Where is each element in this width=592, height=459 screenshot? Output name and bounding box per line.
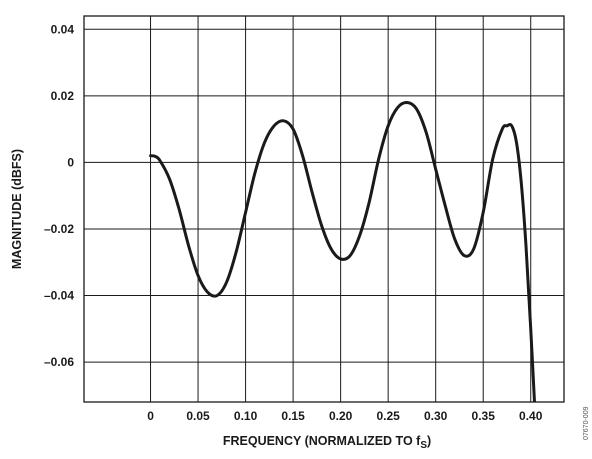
x-axis-label-main: FREQUENCY (NORMALIZED TO f — [223, 434, 421, 448]
x-tick-label: 0.15 — [281, 409, 305, 423]
x-tick-label: 0.10 — [234, 409, 258, 423]
x-tick-label: 0.05 — [186, 409, 210, 423]
series-group — [149, 100, 536, 402]
plot-background — [84, 16, 564, 402]
tick-labels: 0 0.05 0.10 0.15 0.20 0.25 0.30 0.35 0.40 0.04 0.0… — [44, 22, 543, 423]
y-tick-label: –0.04 — [44, 289, 74, 303]
x-tick-label: 0.20 — [329, 409, 353, 423]
y-tick-label: 0.04 — [51, 22, 75, 36]
y-tick-label: –0.02 — [44, 222, 74, 236]
y-tick-label: –0.06 — [44, 355, 74, 369]
x-axis-label-close: ) — [427, 434, 431, 448]
x-tick-label: 0.40 — [519, 409, 543, 423]
y-tick-label: 0 — [67, 155, 74, 169]
x-axis-label: FREQUENCY (NORMALIZED TO fS) — [223, 434, 431, 451]
x-tick-label: 0 — [147, 409, 154, 423]
x-axis-label-subscript: S — [420, 440, 427, 451]
x-tick-label: 0.25 — [376, 409, 400, 423]
series-line-0 — [149, 100, 536, 402]
plot-frame — [83, 15, 565, 403]
x-tick-label: 0.35 — [472, 409, 496, 423]
x-tick-label: 0.30 — [424, 409, 448, 423]
y-axis-label: MAGNITUDE (dBFS) — [10, 149, 24, 269]
figure-id: 07670-009 — [583, 406, 590, 440]
y-tick-label: 0.02 — [51, 89, 75, 103]
